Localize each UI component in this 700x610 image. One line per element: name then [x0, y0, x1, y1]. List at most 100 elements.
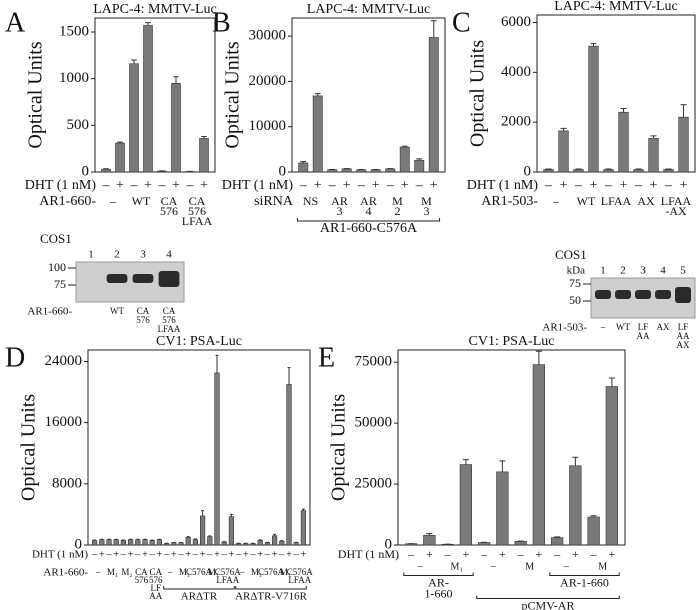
- dht-sign: –: [480, 547, 488, 561]
- group-label: –: [95, 567, 101, 577]
- dht-sign: +: [214, 549, 220, 561]
- dht-sign: +: [185, 549, 191, 561]
- dht-sign: –: [102, 178, 111, 193]
- blot-band: [595, 290, 611, 299]
- lane-label: –: [600, 322, 606, 332]
- bar: [149, 540, 155, 546]
- dht-sign: +: [590, 178, 598, 193]
- dht-sign: +: [300, 549, 306, 561]
- group-label: C576A: [215, 567, 242, 577]
- dht-sign: –: [130, 178, 139, 193]
- group-label: AR: [331, 194, 348, 208]
- chart-title: CV1: PSA-Luc: [469, 334, 555, 349]
- bar: [199, 138, 209, 173]
- plot-frame: [536, 14, 696, 173]
- group-label: WT: [577, 194, 596, 208]
- bar: [459, 464, 473, 546]
- dht-sign: –: [415, 178, 424, 193]
- dht-sign: –: [264, 549, 271, 561]
- row-label: AR1-660-: [43, 567, 88, 579]
- y-tick-label: 0: [82, 163, 90, 179]
- lane-label: LF: [678, 322, 689, 332]
- plot-frame: [87, 349, 311, 546]
- group-label: M: [525, 561, 534, 572]
- group-label: –: [239, 567, 245, 577]
- bar: [199, 515, 206, 546]
- bar: [99, 539, 105, 546]
- dht-sign: –: [158, 178, 167, 193]
- dht-sign: +: [113, 549, 119, 561]
- dht-sign: –: [590, 547, 598, 561]
- bar: [113, 539, 119, 546]
- bar: [370, 169, 381, 173]
- lane-label: AA: [637, 331, 650, 341]
- lane-label: 576: [136, 315, 150, 325]
- blot-band: [615, 290, 631, 299]
- bracket-label: AR1-660-C576A: [320, 221, 418, 236]
- chart-title: LAPC-4: MMTV-Luc: [93, 2, 217, 17]
- bar: [171, 83, 181, 173]
- dht-sign: +: [426, 547, 433, 561]
- bar: [543, 169, 554, 173]
- bar: [143, 25, 153, 173]
- group-label: M: [392, 194, 403, 208]
- bar: [192, 539, 199, 546]
- dht-sign: +: [243, 549, 249, 561]
- y-tick-label: 4000: [501, 64, 531, 80]
- dht-sign: +: [156, 549, 162, 561]
- dht-sign: –: [553, 547, 561, 561]
- y-tick-label: 0: [524, 163, 532, 179]
- group-label: M: [421, 194, 432, 208]
- bar: [264, 542, 271, 546]
- lane-label: WT: [616, 322, 630, 332]
- bar: [356, 169, 367, 173]
- lane-label: AA: [677, 331, 690, 341]
- dht-sign: +: [560, 178, 568, 193]
- dht-sign: +: [372, 178, 380, 193]
- bar: [286, 384, 292, 546]
- group-label: CA: [161, 194, 178, 208]
- lane-label: AX: [677, 340, 690, 350]
- bar: [573, 169, 584, 173]
- group-label: CA: [135, 567, 148, 577]
- plot-frame: [291, 17, 446, 173]
- dht-sign: –: [120, 549, 127, 561]
- group-label: –: [563, 561, 570, 572]
- bar: [221, 541, 227, 546]
- y-tick-label: 0: [385, 536, 393, 552]
- dht-sign: –: [192, 549, 199, 561]
- lane-number: 1: [88, 249, 94, 261]
- y-tick-label: 6000: [501, 14, 531, 30]
- group-label: 3: [337, 204, 343, 218]
- group-label: 2: [395, 204, 401, 218]
- y-tick-label: 2000: [501, 114, 531, 130]
- group-label: LFAA: [661, 194, 692, 208]
- lane-label: CA: [137, 306, 150, 316]
- bracket-label: ARΔTR-V716R: [235, 591, 308, 603]
- row-label: DHT (1 nM): [338, 547, 399, 561]
- group-label: M₁: [451, 561, 463, 572]
- group-label: LFAA: [288, 575, 311, 585]
- bracket: [403, 572, 474, 576]
- dht-sign: –: [163, 549, 170, 561]
- blot-band: [675, 287, 691, 303]
- group-label: M₁: [179, 567, 190, 577]
- marker-label: 75: [569, 276, 581, 290]
- row-label: DHT (1 nM): [25, 178, 97, 193]
- group-label: 3: [424, 204, 430, 218]
- y-axis-label: Optical Units: [18, 394, 40, 501]
- y-tick-label: 0: [279, 163, 287, 179]
- blot-title: COS1: [40, 231, 72, 246]
- y-tick-label: 1500: [59, 23, 89, 39]
- bar: [327, 169, 338, 173]
- group-label: -AX: [665, 204, 687, 218]
- lane-label: CA: [163, 306, 176, 316]
- group-label: LF: [151, 583, 162, 593]
- bar: [257, 540, 263, 546]
- bar: [115, 142, 125, 173]
- dht-sign: –: [177, 549, 184, 561]
- group-label: –: [167, 567, 173, 577]
- bar: [178, 542, 184, 546]
- bar: [678, 116, 689, 173]
- dht-sign: –: [235, 549, 242, 561]
